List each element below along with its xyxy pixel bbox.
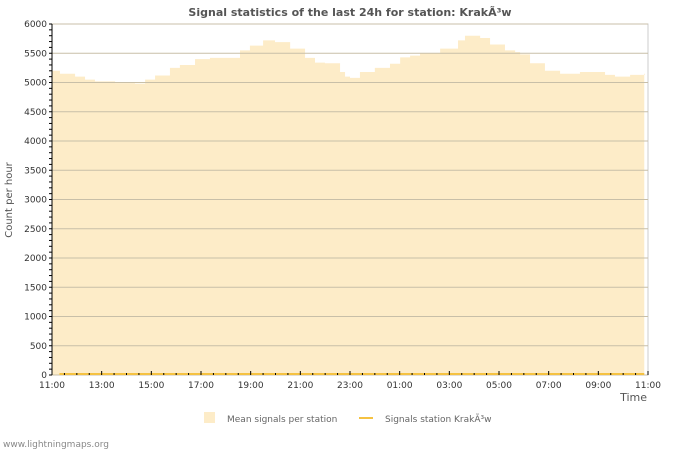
y-tick-label: 4500: [24, 108, 47, 118]
y-tick-label: 0: [41, 371, 47, 381]
y-tick-label: 3000: [24, 196, 47, 206]
y-tick-label: 2000: [24, 254, 47, 264]
x-tick-label: 11:00: [39, 381, 65, 391]
y-tick-label: 500: [30, 342, 47, 352]
y-tick-label: 2500: [24, 225, 47, 235]
x-tick-label: 05:00: [486, 381, 512, 391]
chart-title: Signal statistics of the last 24h for st…: [188, 6, 511, 19]
y-tick-label: 1000: [24, 313, 47, 323]
x-tick-label: 21:00: [287, 381, 313, 391]
y-tick-label: 4000: [24, 137, 47, 147]
y-tick-label: 3500: [24, 166, 47, 176]
x-tick-label: 09:00: [585, 381, 611, 391]
footer-link[interactable]: www.lightningmaps.org: [3, 440, 109, 450]
x-tick-label: 11:00: [635, 381, 661, 391]
y-tick-label: 6000: [24, 20, 47, 30]
x-tick-label: 23:00: [337, 381, 363, 391]
legend: Mean signals per station Signals station…: [204, 412, 491, 425]
y-axis-label: Count per hour: [4, 161, 15, 237]
x-tick-label: 19:00: [238, 381, 264, 391]
y-tick-label: 5000: [24, 79, 47, 89]
legend-label-station: Signals station KrakÃ³w: [385, 414, 491, 425]
x-tick-label: 07:00: [536, 381, 562, 391]
x-tick-label: 13:00: [89, 381, 115, 391]
y-tick-label: 1500: [24, 283, 47, 293]
legend-label-mean: Mean signals per station: [227, 415, 337, 425]
x-axis-label: Time: [619, 391, 647, 404]
x-tick-label: 01:00: [387, 381, 413, 391]
x-tick-label: 15:00: [138, 381, 164, 391]
x-tick-label: 03:00: [436, 381, 462, 391]
y-tick-label: 5500: [24, 49, 47, 59]
x-tick-label: 17:00: [188, 381, 214, 391]
mean-signals-area: [52, 35, 646, 375]
legend-swatch-mean: [204, 412, 215, 423]
